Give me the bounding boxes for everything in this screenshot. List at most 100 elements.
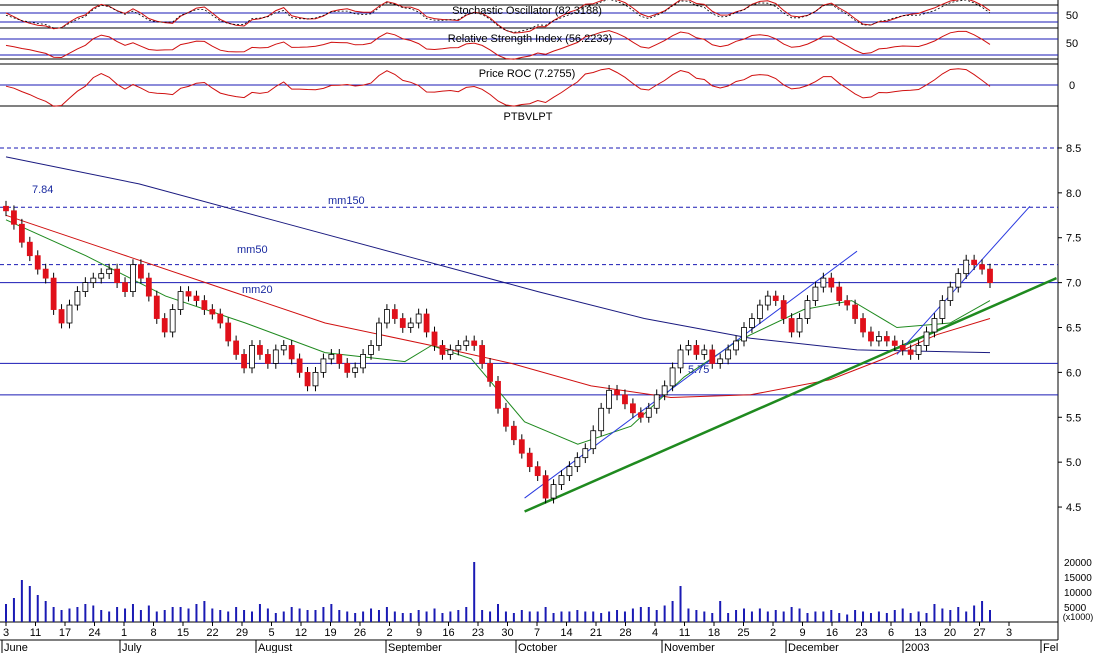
candle-body — [312, 371, 319, 387]
candle-body — [145, 277, 152, 297]
volume-tick-label: 15000 — [1064, 573, 1092, 584]
candle-body — [487, 363, 493, 382]
candle-body — [257, 345, 263, 355]
candle-body — [725, 349, 732, 360]
candle-body — [439, 345, 446, 355]
axes: 4.55.05.56.06.57.07.58.08.52000015000100… — [0, 143, 1092, 653]
candle-body — [756, 304, 763, 319]
x-day-label: 22 — [206, 627, 218, 639]
candle-body — [193, 295, 200, 301]
x-day-label: 17 — [59, 627, 71, 639]
candle-body — [590, 430, 597, 450]
candle-body — [883, 336, 890, 342]
candle-body — [669, 367, 676, 387]
candle-body — [272, 349, 279, 364]
candle-body — [685, 345, 692, 351]
candle-body — [987, 268, 993, 284]
candle-body — [11, 210, 17, 225]
candle-body — [280, 345, 287, 351]
candle-body — [58, 309, 65, 324]
candle-body — [328, 354, 335, 360]
candle-body — [630, 403, 636, 414]
rsi-line — [5, 30, 991, 60]
candle-body — [677, 349, 684, 369]
x-day-label: 15 — [177, 627, 189, 639]
candle-body — [423, 313, 430, 333]
x-day-label: 9 — [799, 627, 805, 639]
candle-body — [891, 340, 898, 346]
ma-line-mm150 — [5, 156, 991, 354]
candle-body — [138, 264, 144, 279]
candle-body — [42, 268, 49, 279]
candle-body — [796, 318, 803, 333]
x-day-label: 11 — [30, 627, 41, 639]
candle-body — [495, 380, 501, 409]
candle-body — [34, 255, 41, 270]
candle-body — [479, 345, 486, 364]
candle-body — [780, 300, 787, 319]
candle-body — [503, 407, 509, 427]
x-day-label: 16 — [442, 627, 454, 639]
x-month-label: 2003 — [905, 642, 929, 653]
candle-body — [741, 327, 747, 342]
y-tick-label: 5.0 — [1066, 457, 1081, 469]
x-day-label: 1 — [121, 627, 127, 639]
candle-body — [574, 457, 581, 468]
trendlines — [524, 205, 1057, 513]
candle-body — [542, 475, 549, 499]
moving-averages — [5, 156, 991, 445]
x-day-label: 23 — [855, 627, 867, 639]
candle-body — [526, 452, 533, 468]
candle-body — [812, 286, 819, 301]
x-day-label: 5 — [268, 627, 274, 639]
candle-body — [447, 349, 454, 355]
y-tick-label: 7.0 — [1066, 278, 1081, 290]
x-day-label: 2 — [770, 627, 776, 639]
x-day-label: 16 — [826, 627, 838, 639]
candle-body — [582, 448, 589, 459]
candle-body — [201, 300, 208, 310]
roc-line — [5, 67, 991, 107]
candle-body — [384, 309, 390, 324]
x-day-label: 14 — [560, 627, 572, 639]
stochastic-line — [5, 0, 991, 34]
candle-body — [352, 367, 359, 373]
candle-body — [209, 309, 216, 315]
candle-body — [463, 340, 470, 346]
mm150-label: mm150 — [328, 195, 365, 207]
candle-body — [598, 407, 605, 432]
candle-body — [407, 322, 414, 328]
candle-body — [550, 484, 557, 499]
candle-body — [455, 345, 462, 351]
x-day-label: 3 — [3, 627, 9, 639]
rsi-axis-label: 50 — [1066, 38, 1078, 50]
candle-body — [971, 259, 978, 266]
y-tick-label: 8.5 — [1066, 143, 1081, 155]
candle-body — [852, 304, 858, 319]
ma-line-mm20 — [5, 219, 991, 445]
x-day-label: 26 — [354, 627, 366, 639]
candle-body — [360, 354, 366, 369]
price-panel-title: PTBVLPT — [504, 111, 553, 123]
candle-body — [217, 313, 224, 324]
x-day-label: 29 — [236, 627, 248, 639]
candle-body — [130, 264, 136, 292]
candle-body — [836, 286, 843, 301]
mm20-label: mm20 — [242, 284, 273, 296]
x-day-label: 7 — [534, 627, 540, 639]
candle-body — [764, 295, 771, 306]
roc-axis-label: 0 — [1069, 80, 1075, 92]
candle-body — [106, 268, 113, 275]
candle-body — [923, 331, 930, 346]
candle-body — [249, 345, 255, 369]
volume-tick-label: 5000 — [1064, 603, 1087, 614]
candle-body — [606, 389, 612, 409]
candle-body — [963, 259, 970, 275]
candle-body — [415, 313, 422, 324]
trendline-blue-channel — [524, 250, 858, 499]
candle-body — [534, 466, 541, 477]
candle-body — [233, 340, 240, 355]
volume-unit-label: (x1000) — [1063, 612, 1094, 622]
candle-body — [701, 349, 708, 355]
